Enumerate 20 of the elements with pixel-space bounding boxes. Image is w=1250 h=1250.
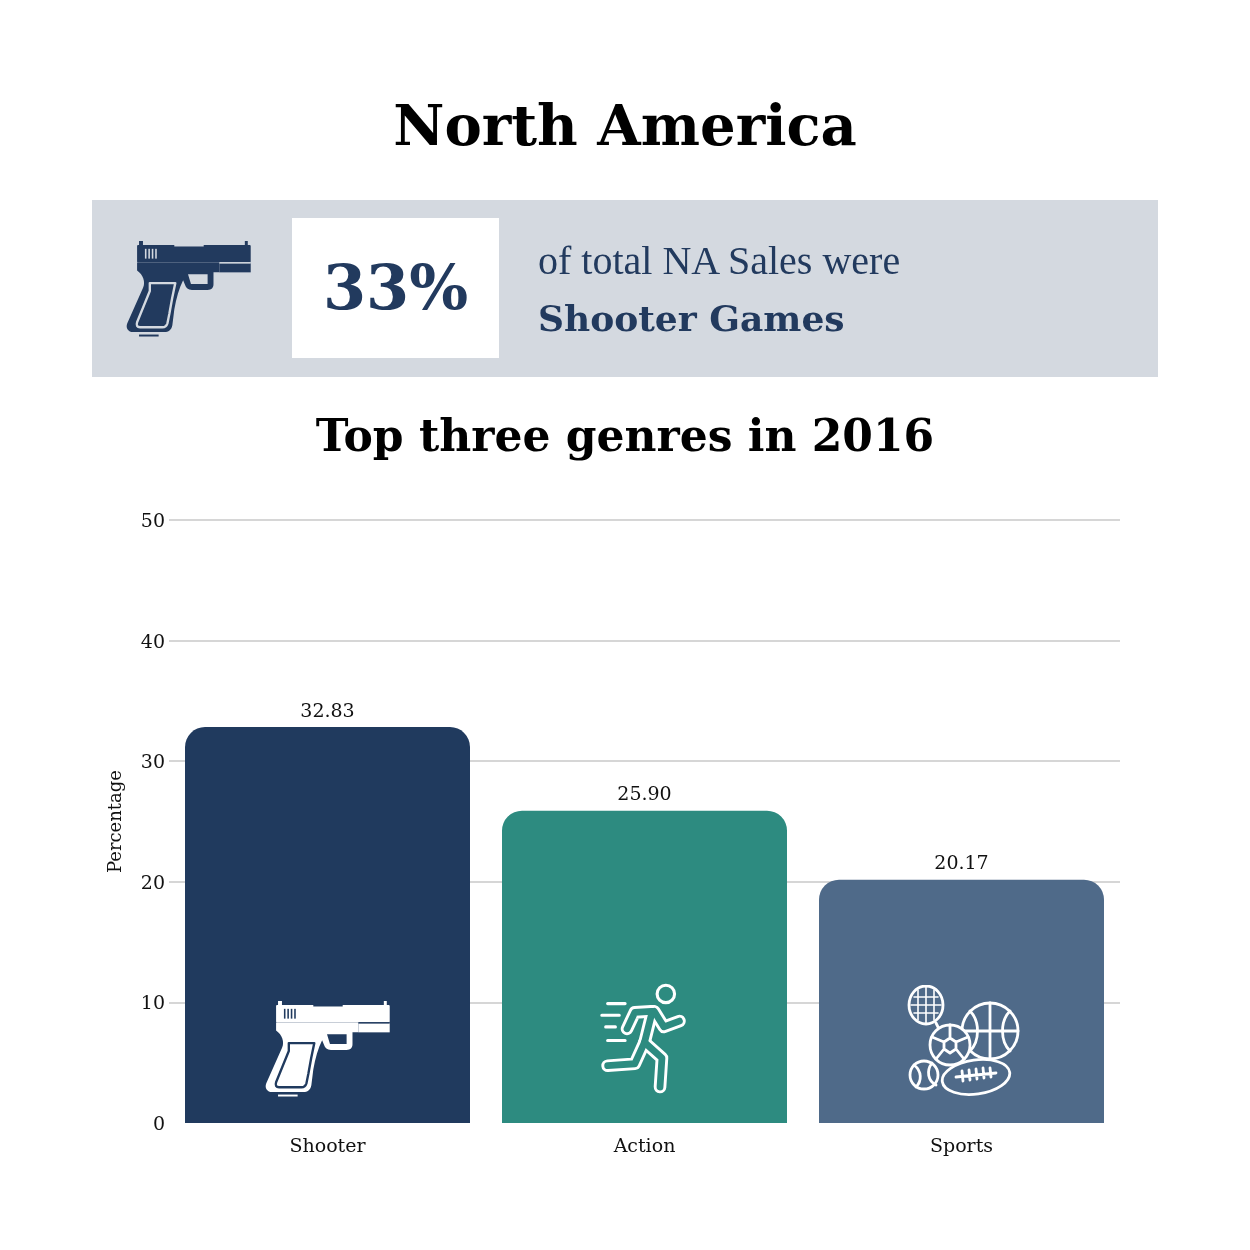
y-tick-label: 20 — [140, 870, 165, 893]
x-tick-label: Action — [612, 1133, 676, 1156]
data-label: 20.17 — [934, 851, 989, 874]
bar — [819, 879, 1104, 1123]
y-tick-label: 10 — [140, 991, 165, 1014]
y-tick-label: 0 — [152, 1112, 165, 1134]
bar — [502, 810, 787, 1123]
y-tick-label: 40 — [140, 629, 165, 652]
banner-panel: 33% of total NA Sales were Shooter Games — [92, 200, 1158, 377]
data-label: 32.83 — [300, 698, 355, 721]
x-tick-label: Sports — [929, 1133, 994, 1156]
x-tick-label: Shooter — [289, 1133, 367, 1156]
data-label: 25.90 — [617, 782, 672, 805]
bar — [185, 727, 470, 1123]
chart-title: North America — [393, 92, 857, 158]
y-tick-label: 30 — [140, 750, 165, 773]
chart-subtitle: Top three genres in 2016 — [315, 409, 935, 461]
stat-box: 33% — [292, 218, 499, 358]
y-axis-title: Percentage — [103, 769, 125, 874]
y-tick-label: 50 — [140, 509, 165, 531]
